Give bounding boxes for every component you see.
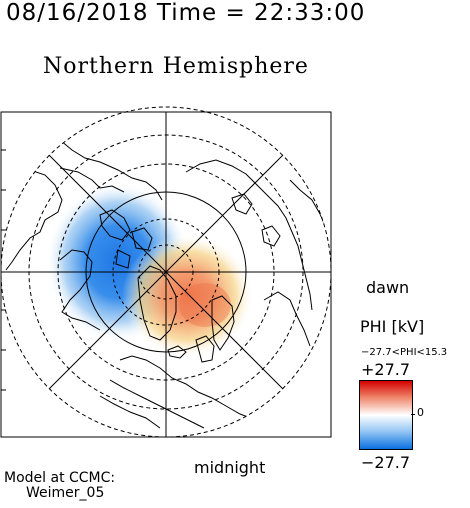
map-title: Northern Hemisphere bbox=[43, 54, 309, 79]
colorbar bbox=[359, 380, 413, 450]
model-credit-line1: Model at CCMC: bbox=[4, 470, 116, 486]
potential-cells bbox=[46, 182, 254, 358]
legend-max-label: +27.7 bbox=[361, 360, 411, 379]
legend-quantity-label: PHI [kV] bbox=[360, 317, 425, 336]
datetime-header: 08/16/2018 Time = 22:33:00 bbox=[6, 0, 366, 26]
midnight-label: midnight bbox=[194, 458, 266, 477]
meridians bbox=[1, 112, 331, 437]
legend-zero-label: 0 bbox=[417, 406, 424, 419]
frame-ticks bbox=[1, 149, 6, 391]
legend-min-label: −27.7 bbox=[361, 453, 411, 472]
legend-range-text: −27.7<PHI<15.3 bbox=[361, 347, 448, 358]
colorbar-zero-tick bbox=[411, 414, 415, 415]
positive-potential-core bbox=[179, 283, 231, 327]
dawn-label: dawn bbox=[366, 278, 410, 297]
model-credit-line2: Weimer_05 bbox=[26, 485, 105, 501]
